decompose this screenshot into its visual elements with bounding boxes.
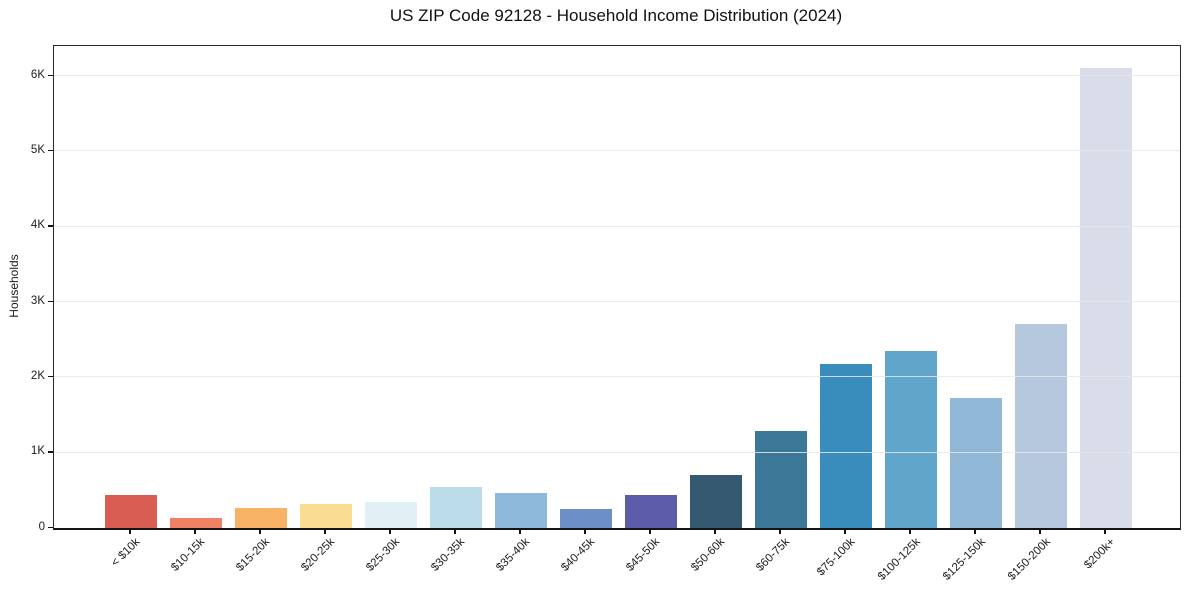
- bar-4: [365, 501, 417, 528]
- y-tick-label: 2K: [30, 369, 45, 382]
- bar-6: [495, 493, 547, 528]
- x-tick-label: $25-30k: [364, 536, 403, 574]
- bar-10: [755, 430, 807, 528]
- gridline-6K: [54, 75, 1180, 77]
- x-tick-label: $15-20k: [234, 536, 273, 574]
- bar-11: [820, 363, 872, 528]
- gridline-1K: [54, 451, 1180, 453]
- gridline-5K: [54, 150, 1180, 152]
- x-tick-label: $10-15k: [169, 536, 208, 574]
- y-tick-label: 3K: [30, 294, 45, 307]
- y-tick: [48, 149, 53, 152]
- x-tick: [129, 529, 131, 534]
- chart-title: US ZIP Code 92128 - Household Income Dis…: [389, 6, 843, 25]
- x-tick: [909, 529, 911, 534]
- x-tick: [389, 529, 391, 534]
- bar-14: [1015, 323, 1067, 528]
- y-tick-label: 6K: [30, 68, 45, 81]
- gridline-2K: [54, 376, 1180, 378]
- x-tick: [584, 529, 586, 534]
- x-tick: [324, 529, 326, 534]
- y-tick: [48, 375, 53, 378]
- x-tick: [1104, 529, 1106, 534]
- x-tick-label: $150-200k: [1005, 536, 1053, 583]
- plot-area: [53, 45, 1181, 530]
- bar-1: [170, 518, 222, 528]
- x-tick: [779, 529, 781, 534]
- gridline-4K: [54, 225, 1180, 227]
- bar-7: [560, 509, 612, 528]
- x-tick-label: $50-60k: [689, 536, 728, 574]
- gridline-3K: [54, 301, 1180, 303]
- x-tick: [649, 529, 651, 534]
- x-tick-label: $40-45k: [559, 536, 598, 574]
- x-tick-label: $75-100k: [815, 536, 858, 579]
- x-tick-label: $35-40k: [494, 536, 533, 574]
- x-tick: [259, 529, 261, 534]
- x-tick-label: $60-75k: [754, 536, 793, 574]
- x-tick-label: $100-125k: [875, 536, 923, 583]
- x-tick: [844, 529, 846, 534]
- y-tick-label: 0: [38, 520, 45, 533]
- y-tick-label: 1K: [30, 445, 45, 458]
- bar-15: [1080, 67, 1132, 528]
- x-tick: [519, 529, 521, 534]
- x-tick-label: $30-35k: [429, 536, 468, 574]
- y-tick: [48, 225, 53, 227]
- x-tick: [714, 529, 716, 534]
- y-tick-label: 4K: [30, 219, 45, 232]
- x-tick-label: $20-25k: [299, 536, 338, 574]
- bar-0: [105, 494, 157, 528]
- y-tick: [48, 74, 53, 77]
- bar-2: [235, 508, 287, 528]
- x-tick-label: $45-50k: [624, 536, 663, 574]
- bar-13: [950, 397, 1002, 528]
- y-tick: [48, 300, 53, 303]
- bar-12: [885, 351, 937, 528]
- y-tick-label: 5K: [30, 143, 45, 156]
- bar-8: [625, 494, 677, 528]
- bar-9: [690, 474, 742, 528]
- bar-5: [430, 487, 482, 528]
- x-tick-label: < $10k: [109, 536, 143, 570]
- x-tick: [454, 529, 456, 534]
- x-tick-label: $200k+: [1082, 536, 1118, 572]
- x-tick-label: $125-150k: [940, 536, 988, 583]
- y-tick: [48, 451, 53, 453]
- y-tick: [48, 526, 53, 528]
- x-tick: [194, 529, 196, 534]
- bar-3: [300, 503, 352, 528]
- x-tick: [1039, 529, 1041, 534]
- x-tick: [974, 529, 976, 534]
